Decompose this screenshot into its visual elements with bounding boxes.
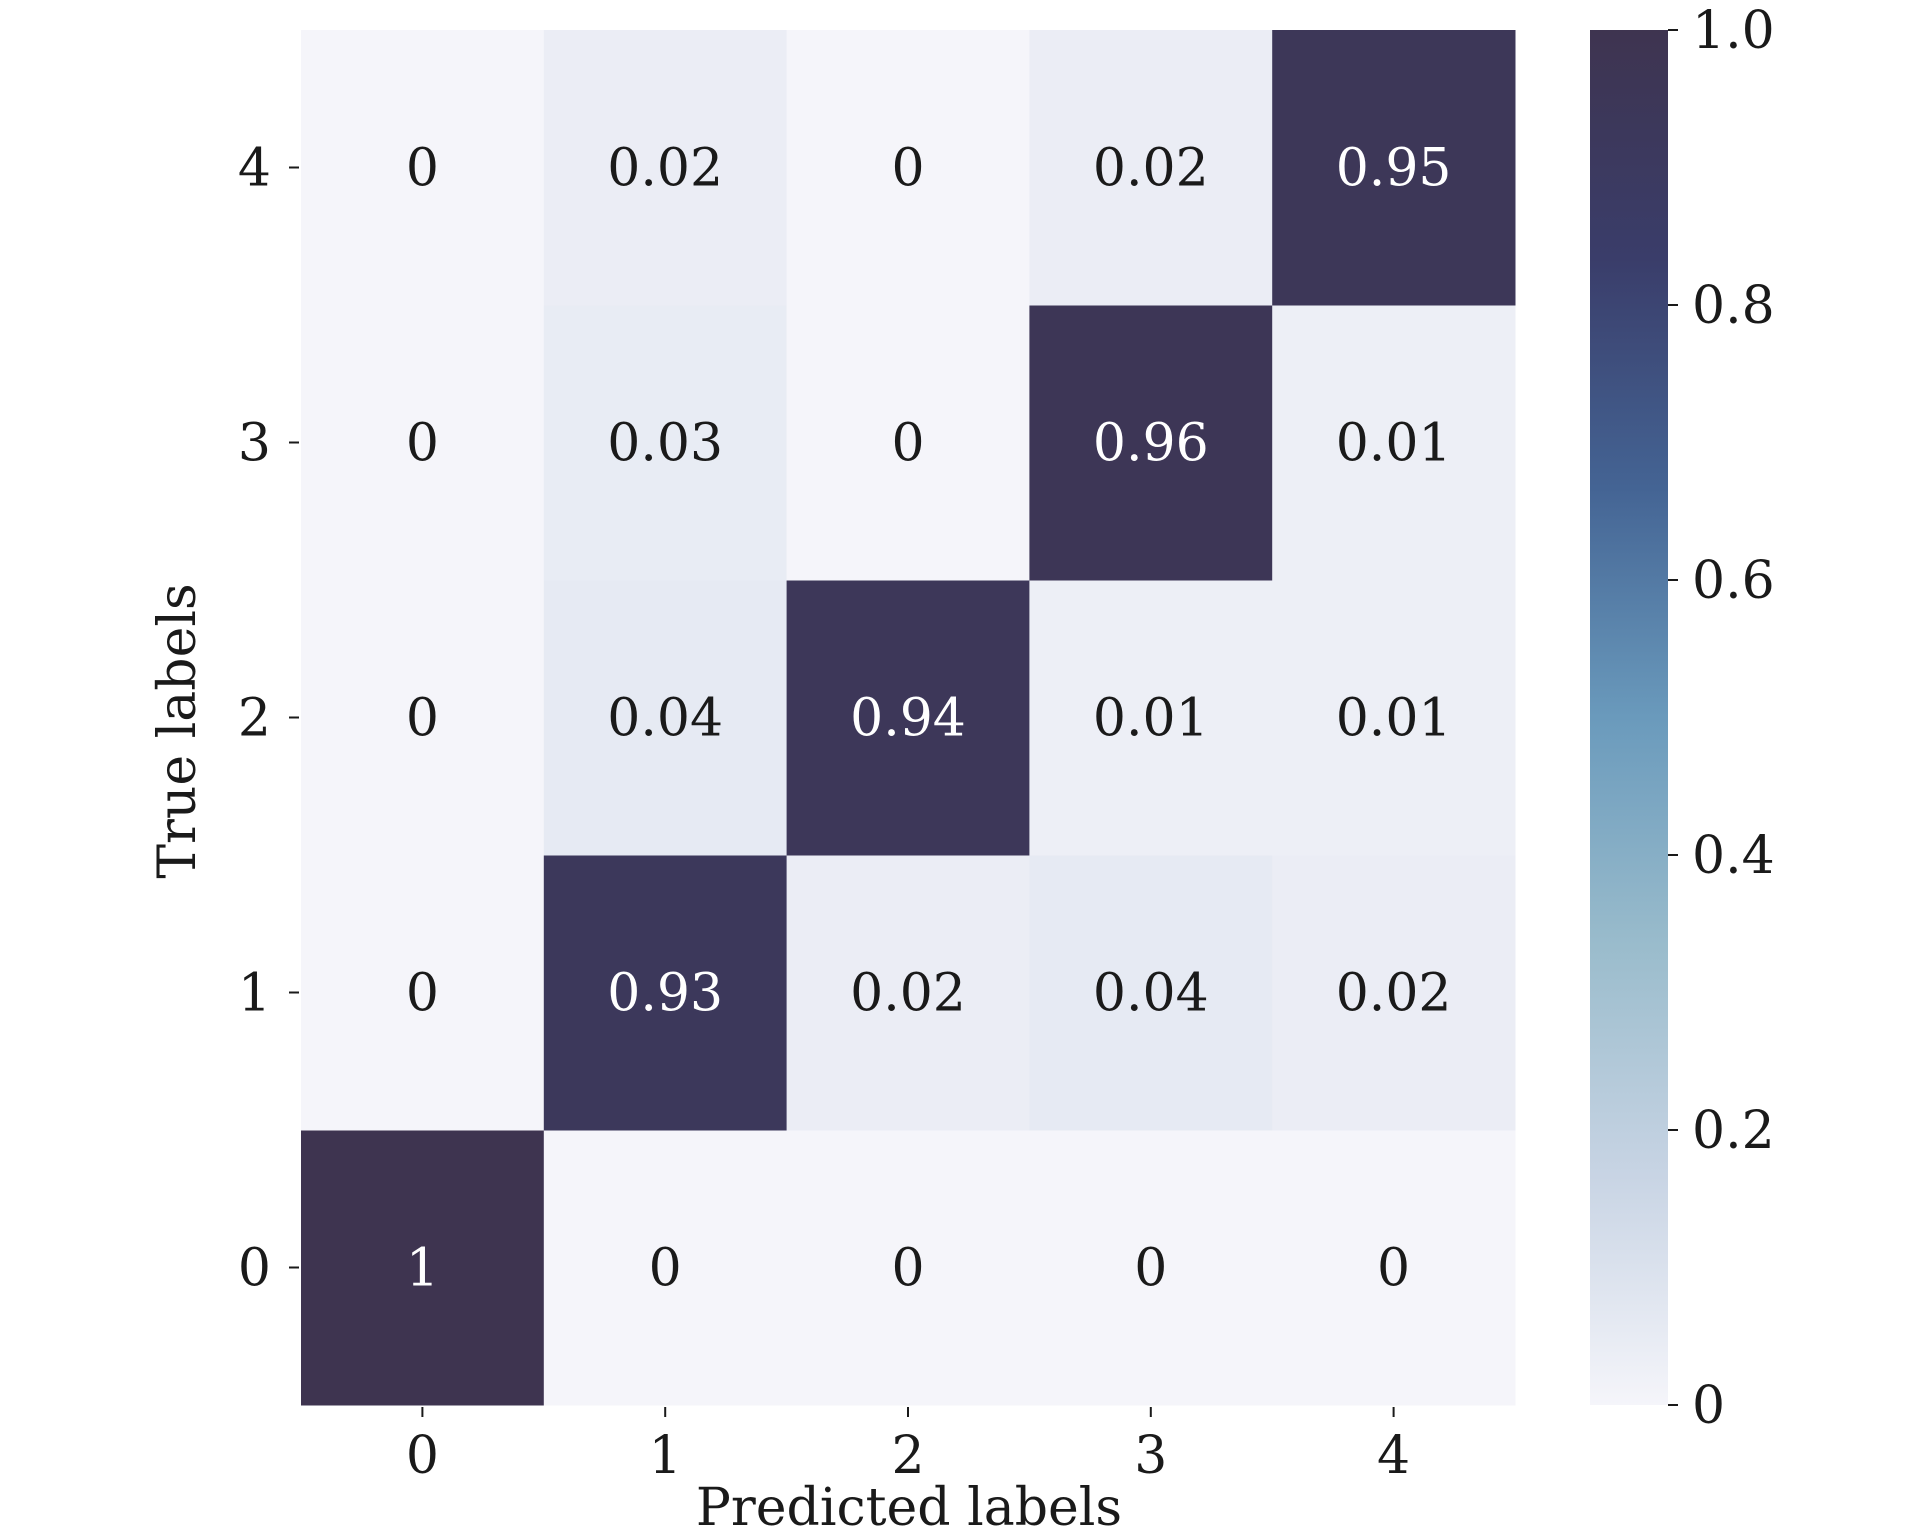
cell-value-label: 0.02 [1093,139,1209,199]
heatmap-cell [543,580,788,856]
cell-value-label: 0.02 [850,964,966,1024]
heatmap-cell [543,30,788,306]
colorbar-tick-label: 0.4 [1692,826,1775,886]
heatmap-cell [1029,855,1273,1131]
cell-value-label: 0.03 [607,414,723,474]
y-axis-label: True labels [148,583,208,878]
cell-value-label: 0 [406,964,439,1024]
x-tick-label: 0 [406,1426,439,1486]
cell-value-label: 0 [1134,1239,1167,1299]
heatmap-cell [1272,30,1516,306]
heatmap-cell [1029,1130,1273,1406]
cell-value-label: 0.94 [850,689,966,749]
heatmap-cell [301,1130,545,1406]
y-axis: 0 1 2 3 4 [238,139,299,1299]
cell-value-label: 0 [406,414,439,474]
cell-value-label: 0.01 [1336,689,1452,749]
x-tick-label: 1 [649,1426,682,1486]
x-tick-label: 2 [891,1426,924,1486]
colorbar-tick-label: 0.2 [1692,1101,1775,1161]
heatmap-cell [786,30,1030,306]
heatmap-cell [543,305,788,581]
x-axis: 0 1 2 3 4 [406,1407,1410,1486]
heatmap-cell [1272,855,1516,1131]
cell-value-label: 0 [406,689,439,749]
colorbar-tick-label: 0.6 [1692,551,1775,611]
cell-value-label: 0.01 [1093,689,1209,749]
cell-value-label: 0.01 [1336,414,1452,474]
heatmap-cell [786,580,1030,856]
cell-value-label: 0.04 [607,689,723,749]
colorbar-gradient [1590,30,1668,1405]
heatmap-cell [1029,580,1273,856]
cell-value-label: 0.04 [1093,964,1209,1024]
heatmap-cell [786,305,1030,581]
y-tick-label: 4 [238,139,271,199]
heatmap-cell [543,1130,788,1406]
cell-value-label: 0.95 [1336,139,1452,199]
cell-value-label: 0 [891,1239,924,1299]
heatmap-cell [301,30,545,306]
heatmap-cell [543,855,788,1131]
cell-value-label: 0.96 [1093,414,1209,474]
heatmap-cell [301,580,545,856]
heatmap-cell [1272,305,1516,581]
heatmap-cell [786,855,1030,1131]
colorbar-tick-label: 0.8 [1692,276,1775,336]
cell-value-label: 1 [406,1239,439,1299]
colorbar-tick-label: 1.0 [1692,1,1775,61]
heatmap-cell [301,855,545,1131]
heatmap-cells [301,30,1516,1406]
cell-value-label: 0 [406,139,439,199]
heatmap-cell-labels: 1 0 0 0 0 0 0.93 0.02 0.04 0.02 0 0.04 0.94 0.01 0.01 0… [406,139,1452,1299]
cell-value-label: 0 [891,414,924,474]
x-tick-label: 4 [1377,1426,1410,1486]
heatmap-cell [786,1130,1030,1406]
cell-value-label: 0 [649,1239,682,1299]
y-tick-label: 2 [238,689,271,749]
cell-value-label: 0.93 [607,964,723,1024]
y-tick-label: 1 [238,964,271,1024]
heatmap-cell [1029,30,1273,306]
heatmap-cell [301,305,545,581]
heatmap-cell [1029,305,1273,581]
heatmap-cell [1272,580,1516,856]
cell-value-label: 0 [891,139,924,199]
x-tick-label: 3 [1134,1426,1167,1486]
cell-value-label: 0.02 [607,139,723,199]
cell-value-label: 0.02 [1336,964,1452,1024]
y-tick-label: 0 [238,1239,271,1299]
y-tick-label: 3 [238,414,271,474]
colorbar: 0 0.2 0.4 0.6 0.8 1.0 [1590,1,1775,1436]
colorbar-tick-label: 0 [1692,1376,1725,1436]
cell-value-label: 0 [1377,1239,1410,1299]
x-axis-label: Predicted labels [696,1478,1122,1535]
heatmap-cell [1272,1130,1516,1406]
